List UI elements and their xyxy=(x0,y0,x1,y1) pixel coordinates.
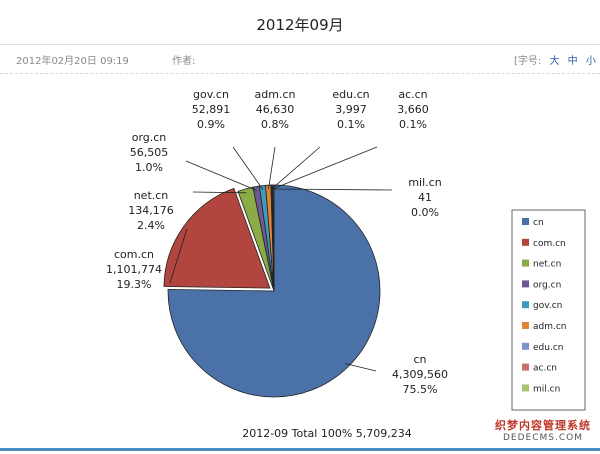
data-label-adm-cn: adm.cn 46,630 0.8% xyxy=(255,88,296,131)
leader-line-mil-cn xyxy=(273,188,393,191)
data-label-edu-cn: edu.cn 3,997 0.1% xyxy=(332,88,369,131)
author-label: 作者: xyxy=(172,56,196,67)
legend-swatch-edu-cn xyxy=(522,342,529,350)
bottom-rule xyxy=(0,448,600,451)
leader-line-org-cn xyxy=(185,160,258,191)
watermark-line-2: DEDECMS.COM xyxy=(503,433,583,443)
data-label-com-cn: com.cn 1,101,774 19.3% xyxy=(106,248,162,291)
watermark-logo: 织梦内容管理系统 DEDECMS.COM xyxy=(486,417,600,443)
page-title: 2012年09月 xyxy=(256,16,344,34)
font-size-control: [字号: 大 中 小 xyxy=(514,52,596,67)
data-label-ac-cn: ac.cn 3,660 0.1% xyxy=(397,88,429,131)
legend-label-adm-cn: adm.cn xyxy=(533,322,567,332)
pie-chart: cn 4,309,560 75.5% com.cn 1,101,774 19.3% net.… xyxy=(106,88,586,440)
legend-swatch-net-cn xyxy=(522,259,529,267)
font-size-label: [字号: xyxy=(514,56,542,67)
legend-swatch-gov-cn xyxy=(522,301,529,309)
leader-line-adm-cn xyxy=(268,146,276,190)
legend-swatch-ac-cn xyxy=(522,363,529,371)
legend-box xyxy=(511,209,586,411)
legend-swatch-cn xyxy=(522,218,529,225)
legend-label-edu-cn: edu.cn xyxy=(533,343,563,353)
legend-label-com-cn: com.cn xyxy=(533,239,566,249)
pie-slice-cn xyxy=(167,184,381,398)
leader-line-net-cn xyxy=(192,191,247,194)
data-label-cn: cn 4,309,560 75.5% xyxy=(392,353,448,396)
legend-swatch-mil-cn xyxy=(522,384,529,392)
legend-label-gov-cn: gov.cn xyxy=(533,301,562,311)
legend-swatch-com-cn xyxy=(522,238,529,246)
legend-swatch-adm-cn xyxy=(522,322,529,329)
legend-label-net-cn: net.cn xyxy=(533,260,561,270)
legend-label-cn: cn xyxy=(533,218,544,228)
leader-line-ac-cn xyxy=(272,146,378,190)
pie-slice-mil-cn xyxy=(272,184,275,292)
font-size-small-link[interactable]: 小 xyxy=(585,56,596,67)
leader-line-cn xyxy=(345,363,377,372)
data-label-net-cn: net.cn 134,176 2.4% xyxy=(128,189,174,232)
legend-label-mil-cn: mil.cn xyxy=(533,384,560,394)
article-meta-bar: 2012年02月20日 09:19 作者: [字号: 大 中 小 xyxy=(0,44,600,74)
legend-label-ac-cn: ac.cn xyxy=(533,364,557,374)
data-label-mil-cn: mil.cn 41 0.0% xyxy=(408,176,441,219)
font-size-large-link[interactable]: 大 xyxy=(549,56,560,67)
chart-container: cn 4,309,560 75.5% com.cn 1,101,774 19.3% net.… xyxy=(0,73,600,448)
data-label-gov-cn: gov.cn 52,891 0.9% xyxy=(192,88,231,131)
leader-line-edu-cn xyxy=(271,146,321,190)
leader-line-gov-cn xyxy=(232,146,264,190)
publish-date: 2012年02月20日 09:19 xyxy=(16,56,129,67)
watermark-line-1: 织梦内容管理系统 xyxy=(495,419,591,432)
leader-line-com-cn xyxy=(169,228,188,284)
data-label-org-cn: org.cn 56,505 1.0% xyxy=(130,131,169,174)
legend-swatch-org-cn xyxy=(522,280,529,288)
font-size-medium-link[interactable]: 中 xyxy=(567,56,578,67)
legend-label-org-cn: org.cn xyxy=(533,280,561,290)
chart-caption: 2012-09 Total 100% 5,709,234 xyxy=(242,427,412,440)
